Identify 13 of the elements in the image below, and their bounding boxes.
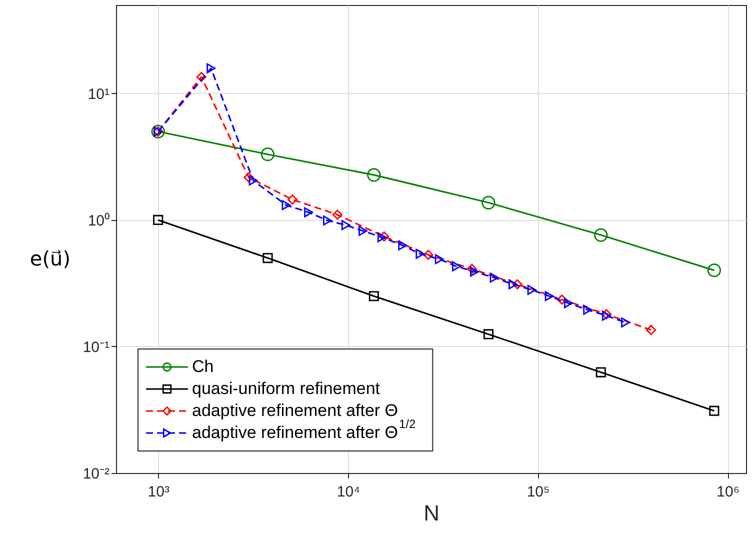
legend-label: quasi-uniform refinement [192,379,380,398]
x-tick-label: 10³ [148,484,170,500]
y-tick-label: 10¹ [88,86,110,103]
x-tick-label: 10⁶ [716,484,740,500]
x-axis-title: N [424,500,440,526]
y-tick-label: 10⁰ [88,212,110,230]
y-axis-title: e(u⃗) [30,246,70,270]
y-tick-label: 10⁻¹ [82,338,110,356]
x-tick-label: 10⁵ [526,484,550,500]
x-tick-label: 10⁴ [336,484,360,500]
legend-label: Ch [192,357,214,376]
legend-label: adaptive refinement after Θ [192,401,398,420]
y-tick-label: 10⁻² [82,466,110,482]
